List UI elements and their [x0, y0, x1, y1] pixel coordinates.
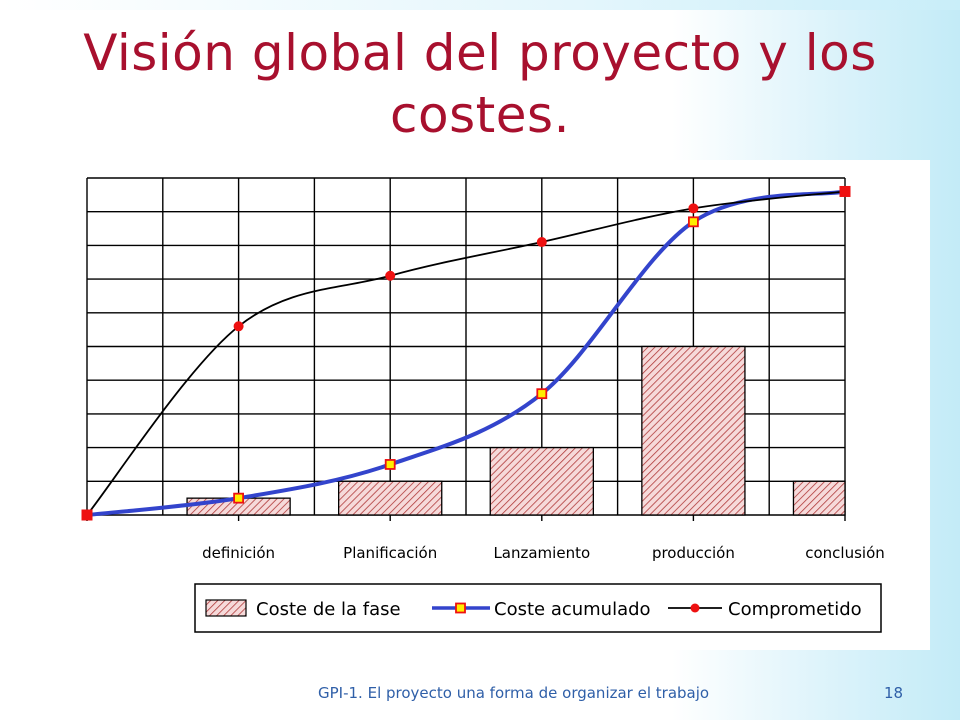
marker-coste-acumulado — [839, 185, 851, 197]
marker-coste-acumulado — [536, 388, 548, 400]
bar — [338, 480, 443, 516]
chart-svg: definición Planificación Lanzamiento produc… — [0, 160, 930, 650]
marker-comprometido — [233, 321, 244, 332]
series-line-coste-acumulado — [86, 189, 846, 517]
bar — [792, 480, 846, 516]
x-tick-label: conclusión — [805, 544, 885, 562]
marker-comprometido — [688, 203, 699, 214]
page-number: 18 — [884, 684, 904, 702]
grid-lines — [86, 177, 846, 521]
x-tick-label: definición — [202, 544, 275, 562]
bar — [641, 345, 746, 516]
legend-swatch-marker — [455, 602, 466, 614]
x-tick-label: producción — [652, 544, 735, 562]
chart: definición Planificación Lanzamiento produc… — [0, 160, 930, 650]
legend-box — [194, 583, 882, 633]
bar — [489, 446, 594, 516]
series-line-comprometido — [86, 190, 846, 516]
legend-label: Coste de la fase — [256, 599, 401, 620]
x-tick-label: Lanzamiento — [493, 544, 590, 562]
legend-label: Comprometido — [728, 599, 862, 620]
footer: GPI-1. El proyecto una forma de organiza… — [0, 684, 960, 708]
top-band — [0, 0, 960, 10]
x-tick-label: Planificación — [343, 544, 437, 562]
marker-comprometido — [536, 237, 547, 248]
marker-coste-acumulado — [384, 459, 396, 470]
legend-swatch-marker — [690, 603, 700, 613]
legend: Coste de la fase Coste acumulado Compromet… — [194, 583, 882, 633]
footer-text: GPI-1. El proyecto una forma de organiza… — [318, 684, 710, 702]
marker-comprometido — [385, 270, 396, 281]
legend-label: Coste acumulado — [494, 599, 651, 620]
x-tick-labels: definición Planificación Lanzamiento produc… — [202, 544, 885, 562]
marker-coste-acumulado — [688, 216, 699, 228]
marker-coste-acumulado — [233, 492, 245, 504]
bars — [186, 345, 846, 516]
marker-coste-acumulado — [81, 509, 93, 521]
legend-swatch-bar — [205, 599, 247, 617]
slide-title: Visión global del proyecto y los costes. — [83, 24, 877, 144]
series-lines — [81, 185, 851, 521]
chart-background — [0, 160, 930, 650]
